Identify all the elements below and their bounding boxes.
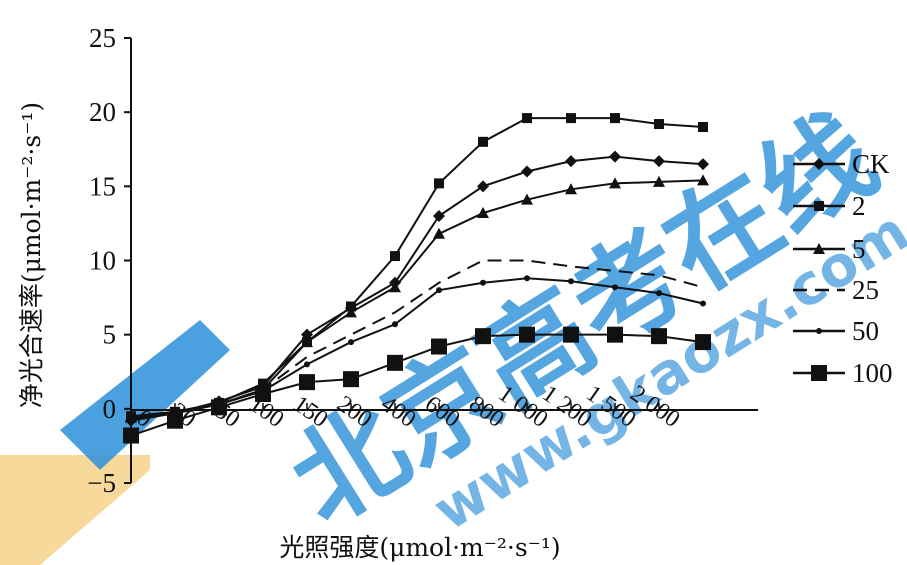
y-axis-title: 净光合速率(μmol·m⁻²·s⁻¹)	[17, 102, 46, 408]
series-layer	[123, 113, 711, 444]
y-tick-label: 5	[103, 320, 117, 350]
data-point-square	[814, 201, 824, 211]
data-point-dot	[348, 339, 354, 346]
data-point-dot	[568, 278, 574, 285]
data-point-big-square	[343, 371, 359, 388]
data-point-square	[478, 136, 488, 147]
data-point-square	[522, 113, 532, 124]
data-point-triangle	[521, 193, 533, 205]
data-point-big-square	[299, 374, 315, 391]
data-point-dot	[304, 361, 310, 368]
data-point-dot	[700, 300, 706, 307]
watermark-blue-stroke	[60, 320, 230, 470]
data-point-dot	[612, 284, 618, 291]
data-point-square	[566, 113, 576, 124]
data-point-dot	[128, 416, 134, 423]
data-point-diamond	[609, 150, 621, 163]
legend-item-CK: CK	[793, 149, 890, 179]
y-tick-label: 20	[89, 97, 116, 127]
data-point-big-square	[475, 328, 491, 345]
data-point-dot	[656, 290, 662, 297]
data-point-diamond	[813, 158, 825, 170]
y-tick-label: 15	[89, 171, 116, 201]
data-point-big-square	[431, 338, 447, 355]
data-point-triangle	[697, 174, 709, 186]
data-point-triangle	[477, 207, 489, 219]
data-point-diamond	[697, 158, 709, 171]
legend-label: 25	[852, 275, 879, 305]
data-point-big-square	[211, 399, 227, 416]
data-point-triangle	[345, 306, 357, 318]
data-point-big-square	[167, 412, 183, 429]
legend-label: 100	[852, 358, 893, 388]
legend-item-5: 5	[793, 234, 866, 264]
data-point-big-square	[695, 334, 711, 351]
y-axis-ticks: 25 20 15 10 5 0 −5	[87, 23, 131, 498]
data-point-dot	[436, 287, 442, 294]
data-point-big-square	[651, 328, 667, 345]
legend-item-100: 100	[793, 358, 893, 388]
legend-item-2: 2	[793, 191, 866, 221]
data-point-square	[654, 119, 664, 130]
data-point-dot	[524, 275, 530, 282]
y-tick-label: 0	[103, 394, 117, 424]
legend-item-25: 25	[793, 275, 879, 305]
y-tick-label: −5	[87, 468, 116, 498]
x-axis-title: 光照强度(μmol·m⁻²·s⁻¹)	[279, 533, 560, 562]
data-point-big-square	[607, 326, 623, 343]
data-point-square	[434, 178, 444, 189]
data-point-big-square	[563, 326, 579, 343]
y-tick-label: 10	[89, 246, 116, 276]
legend-label: 2	[852, 191, 866, 221]
data-point-square	[610, 113, 620, 124]
legend-item-50: 50	[793, 316, 879, 346]
data-point-triangle	[813, 243, 825, 254]
watermark: 北京高考在线 www.gkaozx.com	[0, 90, 907, 565]
data-point-triangle	[565, 183, 577, 195]
data-point-big-square	[387, 354, 403, 371]
data-point-diamond	[565, 155, 577, 168]
legend-label: 5	[852, 234, 866, 264]
data-point-big-square	[255, 386, 271, 402]
legend-label: CK	[852, 149, 890, 179]
legend-label: 50	[852, 316, 879, 346]
data-point-diamond	[521, 165, 533, 178]
data-point-diamond	[477, 180, 489, 193]
data-point-diamond	[433, 210, 445, 222]
data-point-square	[390, 251, 400, 262]
data-point-square	[698, 122, 708, 132]
data-point-big-square	[519, 326, 535, 343]
data-point-dot	[816, 328, 822, 334]
data-point-triangle	[389, 281, 401, 293]
watermark-orange-shape	[0, 455, 150, 565]
data-point-dot	[392, 321, 398, 328]
data-point-triangle	[609, 177, 621, 189]
data-point-diamond	[653, 155, 665, 168]
data-point-big-square	[123, 427, 139, 444]
data-point-triangle	[301, 336, 313, 348]
series-100	[123, 326, 711, 444]
y-tick-label: 25	[89, 23, 116, 53]
data-point-triangle	[653, 175, 665, 187]
data-point-big-square	[811, 365, 827, 381]
data-point-triangle	[433, 227, 445, 239]
data-point-dot	[480, 279, 486, 286]
